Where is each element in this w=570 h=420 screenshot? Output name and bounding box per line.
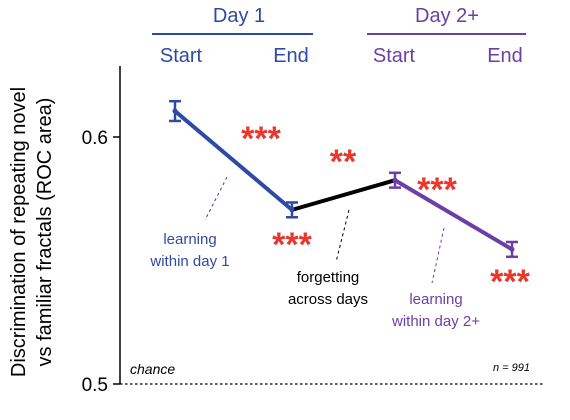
group-header-day2: Day 2+ [367,5,526,35]
annotation-forgetting-line-1: forgetting [297,269,360,286]
data-point-3 [392,177,398,183]
y-axis-title: Discrimination of repeating novel vs fam… [8,87,56,377]
group-header-day1: Day 1 [152,5,313,35]
significance-stars-seg3: *** [417,171,457,209]
significance-stars-seg1: *** [241,120,281,158]
data-point-4 [509,246,515,252]
group-label-day1: Day 1 [213,5,265,27]
annotation-learning-day1-line-1: learning [163,231,216,248]
n-label: n = 991 [493,362,530,374]
tick-label-0-6: 0.6 [82,128,108,149]
data-layer [169,99,518,259]
annotation-learning-day2-line-2: within day 2+ [391,313,480,330]
annotation-learning-day2-line-1: learning [409,291,462,308]
category-label-day1-end: End [273,45,309,67]
annotation-leader-learning-day2 [431,227,445,284]
series-segment-1 [173,109,294,212]
significance-stars-day1-end: *** [272,226,312,264]
category-label-day2-start: Start [373,45,416,67]
category-label-day1-start: Start [160,45,203,67]
y-axis-title-line-1: Discrimination of repeating novel [8,87,30,377]
group-label-day2: Day 2+ [415,5,479,27]
significance-stars-day2-end: *** [490,263,530,301]
tick-label-0-5: 0.5 [82,375,108,396]
annotation-leader-forgetting [335,209,350,263]
series-segment-3 [393,178,514,252]
significance-stars-seg2: ** [330,143,357,181]
data-point-1 [172,108,178,114]
annotation-leader-learning-day1 [204,176,228,221]
category-label-day2-end: End [487,45,523,67]
series-segment-2 [290,178,397,212]
annotation-forgetting-line-2: across days [288,291,368,308]
y-axis-title-line-2: vs familiar fractals (ROC area) [34,98,56,367]
data-point-2 [289,207,295,213]
annotation-learning-day1-line-2: within day 1 [149,253,229,270]
chance-label: chance [130,361,175,377]
